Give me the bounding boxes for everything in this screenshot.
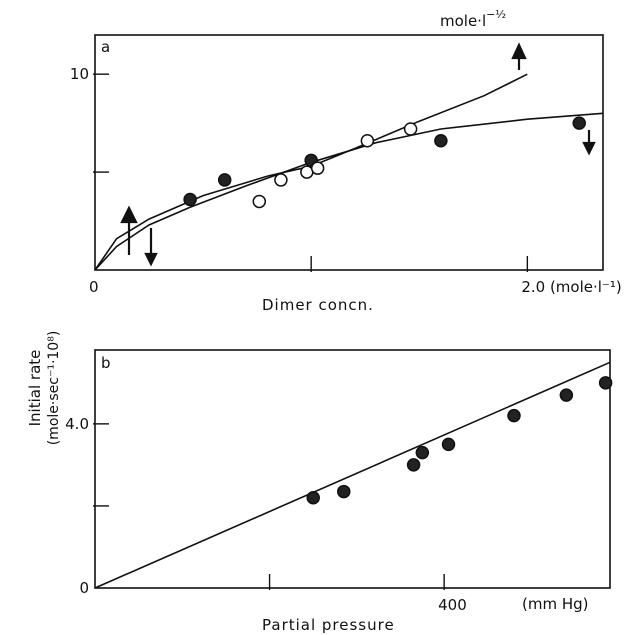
panel-a-x-tick-label: 0 [89, 278, 99, 296]
panel-a-x-tick-label: 2.0 (mole·l⁻¹) [521, 278, 621, 296]
panel-a-point-open [310, 161, 325, 175]
arrowhead-up-left [120, 205, 138, 224]
panel-b-line [94, 361, 611, 589]
panel-a-curve-2 [94, 73, 528, 271]
panel-a: a mole·l−¹⁄₂ 10 0 2.0 (mole·l⁻¹) Dimer con… [70, 8, 622, 314]
panel-b-y-tick-label: 4.0 [65, 415, 89, 433]
panel-a-point-open [360, 134, 375, 148]
panel-b: b 0 4.0 400 (mm Hg) Partial pressure [65, 349, 613, 634]
panel-a-curves [94, 73, 604, 271]
panel-a-ticks: 10 0 2.0 (mole·l⁻¹) [70, 65, 622, 296]
panel-a-point-open [403, 122, 418, 136]
panel-b-point [406, 458, 421, 472]
panel-b-point [306, 490, 320, 505]
panel-a-x-label: Dimer concn. [262, 296, 374, 314]
panel-a-point-filled [217, 173, 232, 187]
panel-a-curve-1 [94, 112, 604, 271]
panel-a-points [183, 116, 586, 209]
panel-a-point-open [252, 194, 267, 209]
panel-a-axis-arrows [120, 42, 596, 267]
panel-a-point-filled [434, 134, 448, 148]
panel-a-frame [94, 34, 604, 271]
panel-b-point [441, 437, 456, 452]
arrowhead-down-right [582, 141, 596, 156]
panel-a-label: a [101, 38, 110, 56]
panel-b-label: b [101, 354, 111, 372]
arrowhead-down-left [144, 252, 158, 267]
panel-a-y-tick-label: 10 [70, 65, 89, 83]
panel-b-point [598, 376, 613, 390]
panel-b-point [559, 388, 574, 402]
panel-b-ticks: 0 4.0 400 [65, 415, 467, 614]
panel-b-point [415, 445, 430, 460]
panel-b-x-unit: (mm Hg) [522, 595, 589, 613]
panel-a-point-filled [183, 192, 197, 207]
panel-b-points [306, 376, 613, 505]
panel-a-point-filled [572, 116, 586, 130]
panel-b-point [507, 408, 521, 423]
panel-a-alt-unit: mole·l−¹⁄₂ [440, 8, 506, 30]
panel-b-fit-line [94, 361, 611, 589]
y-axis-label-line1: Initial rate [26, 350, 44, 427]
y-axis-label-line2: (mole·sec⁻¹·10⁸) [46, 331, 62, 446]
panel-b-frame [94, 349, 611, 589]
arrowhead-up-right [511, 42, 527, 60]
y-axis-label: Initial rate (mole·sec⁻¹·10⁸) [26, 331, 62, 446]
panel-b-point [337, 484, 351, 499]
panel-b-x-label: Partial pressure [262, 616, 395, 634]
panel-b-y-tick-label: 0 [79, 579, 89, 597]
panel-b-x-tick-label: 400 [438, 596, 467, 614]
panel-a-point-open [274, 173, 288, 187]
